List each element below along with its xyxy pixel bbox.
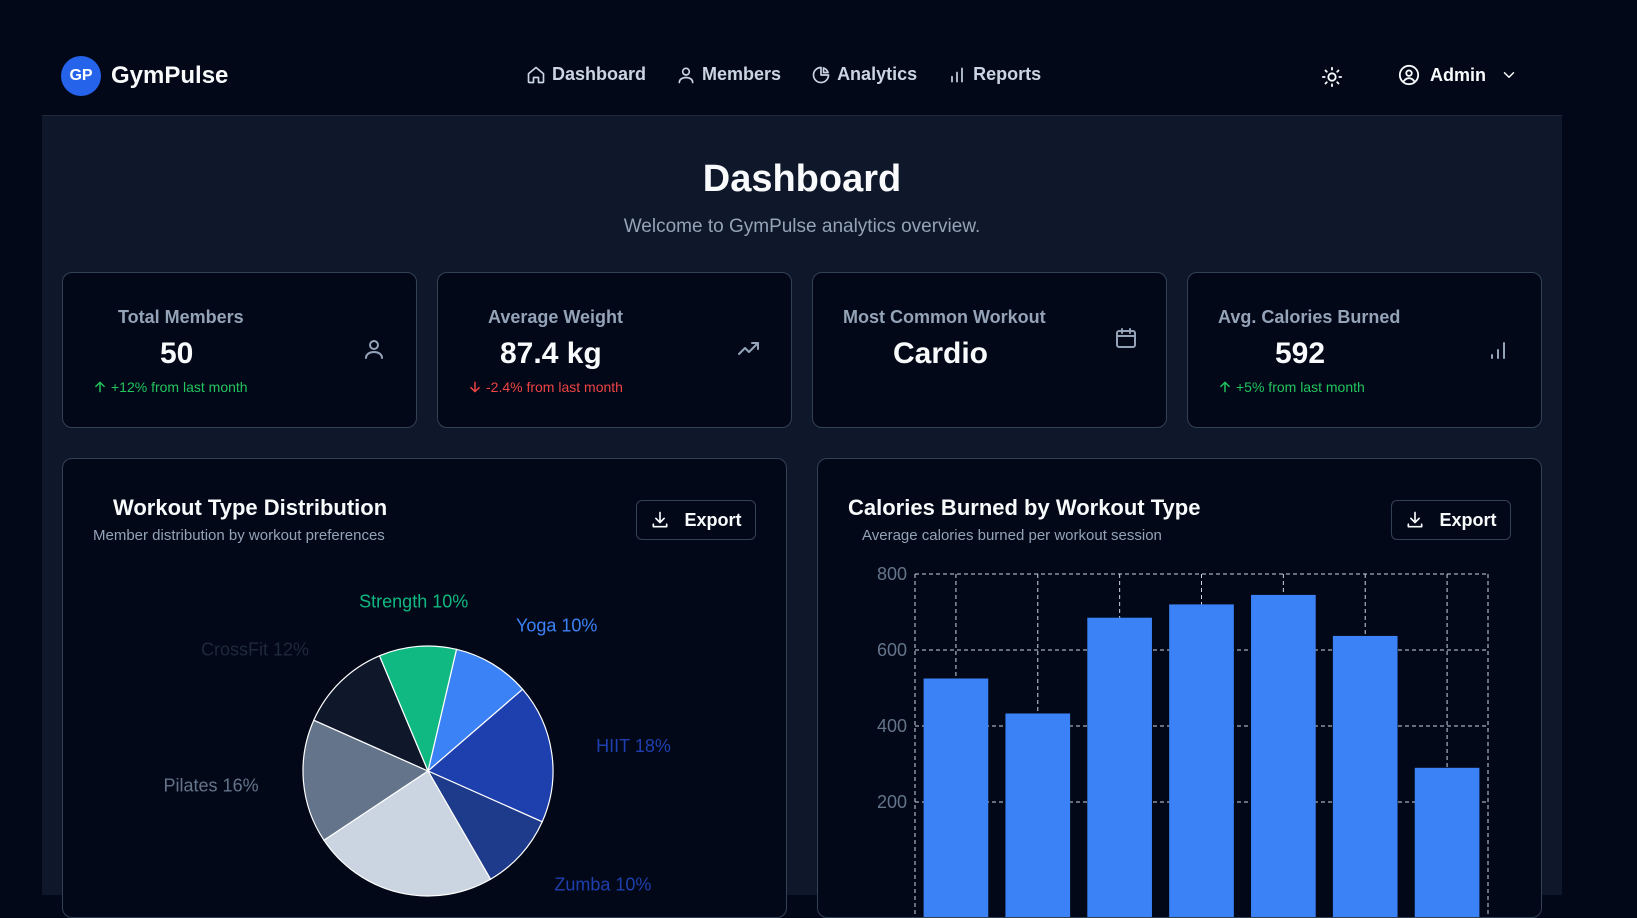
- nav-label: Members: [702, 64, 782, 84]
- theme-toggle-button[interactable]: [1319, 64, 1345, 90]
- pie-label: Yoga 10%: [516, 616, 597, 636]
- stat-value: Cardio: [893, 337, 989, 370]
- bar[interactable]: [1251, 594, 1316, 917]
- stat-trend: -2.4% from last month: [468, 379, 623, 395]
- nav-label: Reports: [973, 64, 1042, 84]
- stat-label: Average Weight: [488, 307, 624, 327]
- brand-name: GymPulse: [111, 62, 229, 89]
- chart-subtitle: Member distribution by workout preferenc…: [93, 527, 385, 544]
- brand[interactable]: GP GymPulse: [61, 56, 228, 96]
- calories-by-workout-card: Calories Burned by Workout Type Average …: [817, 458, 1542, 918]
- top-navigation: GP GymPulse Dashboard Members Analytics …: [42, 40, 1562, 116]
- arrow-up-icon: [95, 381, 105, 393]
- download-icon: [652, 511, 668, 528]
- user-icon: [361, 336, 387, 362]
- pie-label: CrossFit 12%: [201, 640, 309, 660]
- nav-item-analytics[interactable]: Analytics: [811, 64, 917, 85]
- stat-trend: +12% from last month: [93, 379, 248, 395]
- stat-card-total-members: Total Members 50 +12% from last month: [62, 272, 417, 428]
- pie-slice[interactable]: [426, 769, 544, 881]
- home-icon: [527, 66, 545, 83]
- bar-chart: 800 600 400 200: [877, 564, 1489, 918]
- export-button[interactable]: Export: [636, 500, 756, 540]
- stat-card-avg-calories: Avg. Calories Burned 592 +5% from last m…: [1187, 272, 1542, 428]
- y-tick-label: 800: [877, 564, 907, 584]
- bar[interactable]: [1414, 767, 1480, 917]
- pie-label: Strength 10%: [359, 592, 468, 612]
- user-icon: [678, 67, 694, 83]
- user-name: Admin: [1430, 64, 1486, 85]
- stat-value: 87.4 kg: [500, 337, 602, 370]
- nav-label: Analytics: [837, 64, 918, 84]
- trending-up-icon: [736, 336, 762, 362]
- stat-label: Avg. Calories Burned: [1218, 307, 1401, 327]
- arrow-up-icon: [1220, 381, 1230, 393]
- pie-chart-icon: [812, 66, 830, 83]
- stat-trend-text: +12% from last month: [111, 379, 248, 395]
- sun-icon: [1321, 66, 1343, 88]
- stat-trend-text: +5% from last month: [1236, 379, 1365, 395]
- bar-chart-icon: [1485, 337, 1511, 363]
- main-content: Dashboard Welcome to GymPulse analytics …: [42, 116, 1562, 918]
- stat-value: 50: [160, 337, 194, 370]
- pie-label: Pilates 16%: [164, 775, 259, 795]
- arrow-down-icon: [470, 381, 480, 393]
- y-tick-label: 200: [877, 792, 907, 812]
- main-nav: Dashboard Members Analytics Reports: [526, 64, 1041, 85]
- bar[interactable]: [923, 678, 989, 918]
- brand-logo: GP: [61, 56, 101, 96]
- chart-title: Calories Burned by Workout Type: [848, 495, 1201, 520]
- pie-label: HIIT 18%: [596, 736, 671, 756]
- pie-slice[interactable]: [312, 655, 430, 773]
- chart-subtitle: Average calories burned per workout sess…: [862, 527, 1162, 544]
- pie-slice[interactable]: [426, 688, 554, 823]
- page-title: Dashboard: [702, 158, 902, 200]
- nav-label: Dashboard: [552, 64, 647, 84]
- pie-slice[interactable]: [323, 770, 492, 897]
- pie-chart: Yoga 10% HIIT 18% Zumba 10% Pilates 16% Cros…: [164, 592, 671, 897]
- stat-value: 592: [1275, 337, 1326, 370]
- export-button[interactable]: Export: [1391, 500, 1511, 540]
- workout-distribution-card: Workout Type Distribution Member distrib…: [62, 458, 787, 918]
- nav-item-members[interactable]: Members: [676, 64, 781, 85]
- y-tick-label: 600: [877, 640, 907, 660]
- stat-label: Total Members: [118, 307, 244, 327]
- export-label: Export: [684, 509, 742, 530]
- pie-label: Zumba 10%: [554, 875, 651, 895]
- stat-card-average-weight: Average Weight 87.4 kg -2.4% from last m…: [437, 272, 792, 428]
- stat-label: Most Common Workout: [843, 307, 1046, 327]
- user-circle-icon: [1398, 64, 1420, 86]
- nav-item-reports[interactable]: Reports: [947, 64, 1041, 85]
- stat-trend-text: -2.4% from last month: [486, 379, 623, 395]
- calendar-icon: [1113, 325, 1139, 351]
- y-tick-label: 400: [877, 716, 907, 736]
- nav-item-dashboard[interactable]: Dashboard: [526, 64, 646, 85]
- bar-chart-icon: [951, 67, 963, 82]
- stat-card-most-common-workout: Most Common Workout Cardio: [812, 272, 1167, 428]
- export-label: Export: [1439, 509, 1497, 530]
- pie-slice[interactable]: [378, 645, 458, 773]
- bar[interactable]: [1169, 604, 1234, 917]
- chevron-down-icon: [1503, 72, 1515, 78]
- bar[interactable]: [1087, 617, 1152, 917]
- stat-trend: +5% from last month: [1218, 379, 1365, 395]
- chart-title: Workout Type Distribution: [113, 495, 388, 520]
- bar[interactable]: [1005, 713, 1071, 917]
- pie-slice[interactable]: [426, 648, 524, 773]
- page-subtitle: Welcome to GymPulse analytics overview.: [623, 216, 981, 237]
- user-menu[interactable]: Admin: [1398, 64, 1518, 86]
- pie-slice[interactable]: [302, 719, 430, 842]
- bar[interactable]: [1332, 635, 1398, 917]
- download-icon: [1407, 511, 1423, 528]
